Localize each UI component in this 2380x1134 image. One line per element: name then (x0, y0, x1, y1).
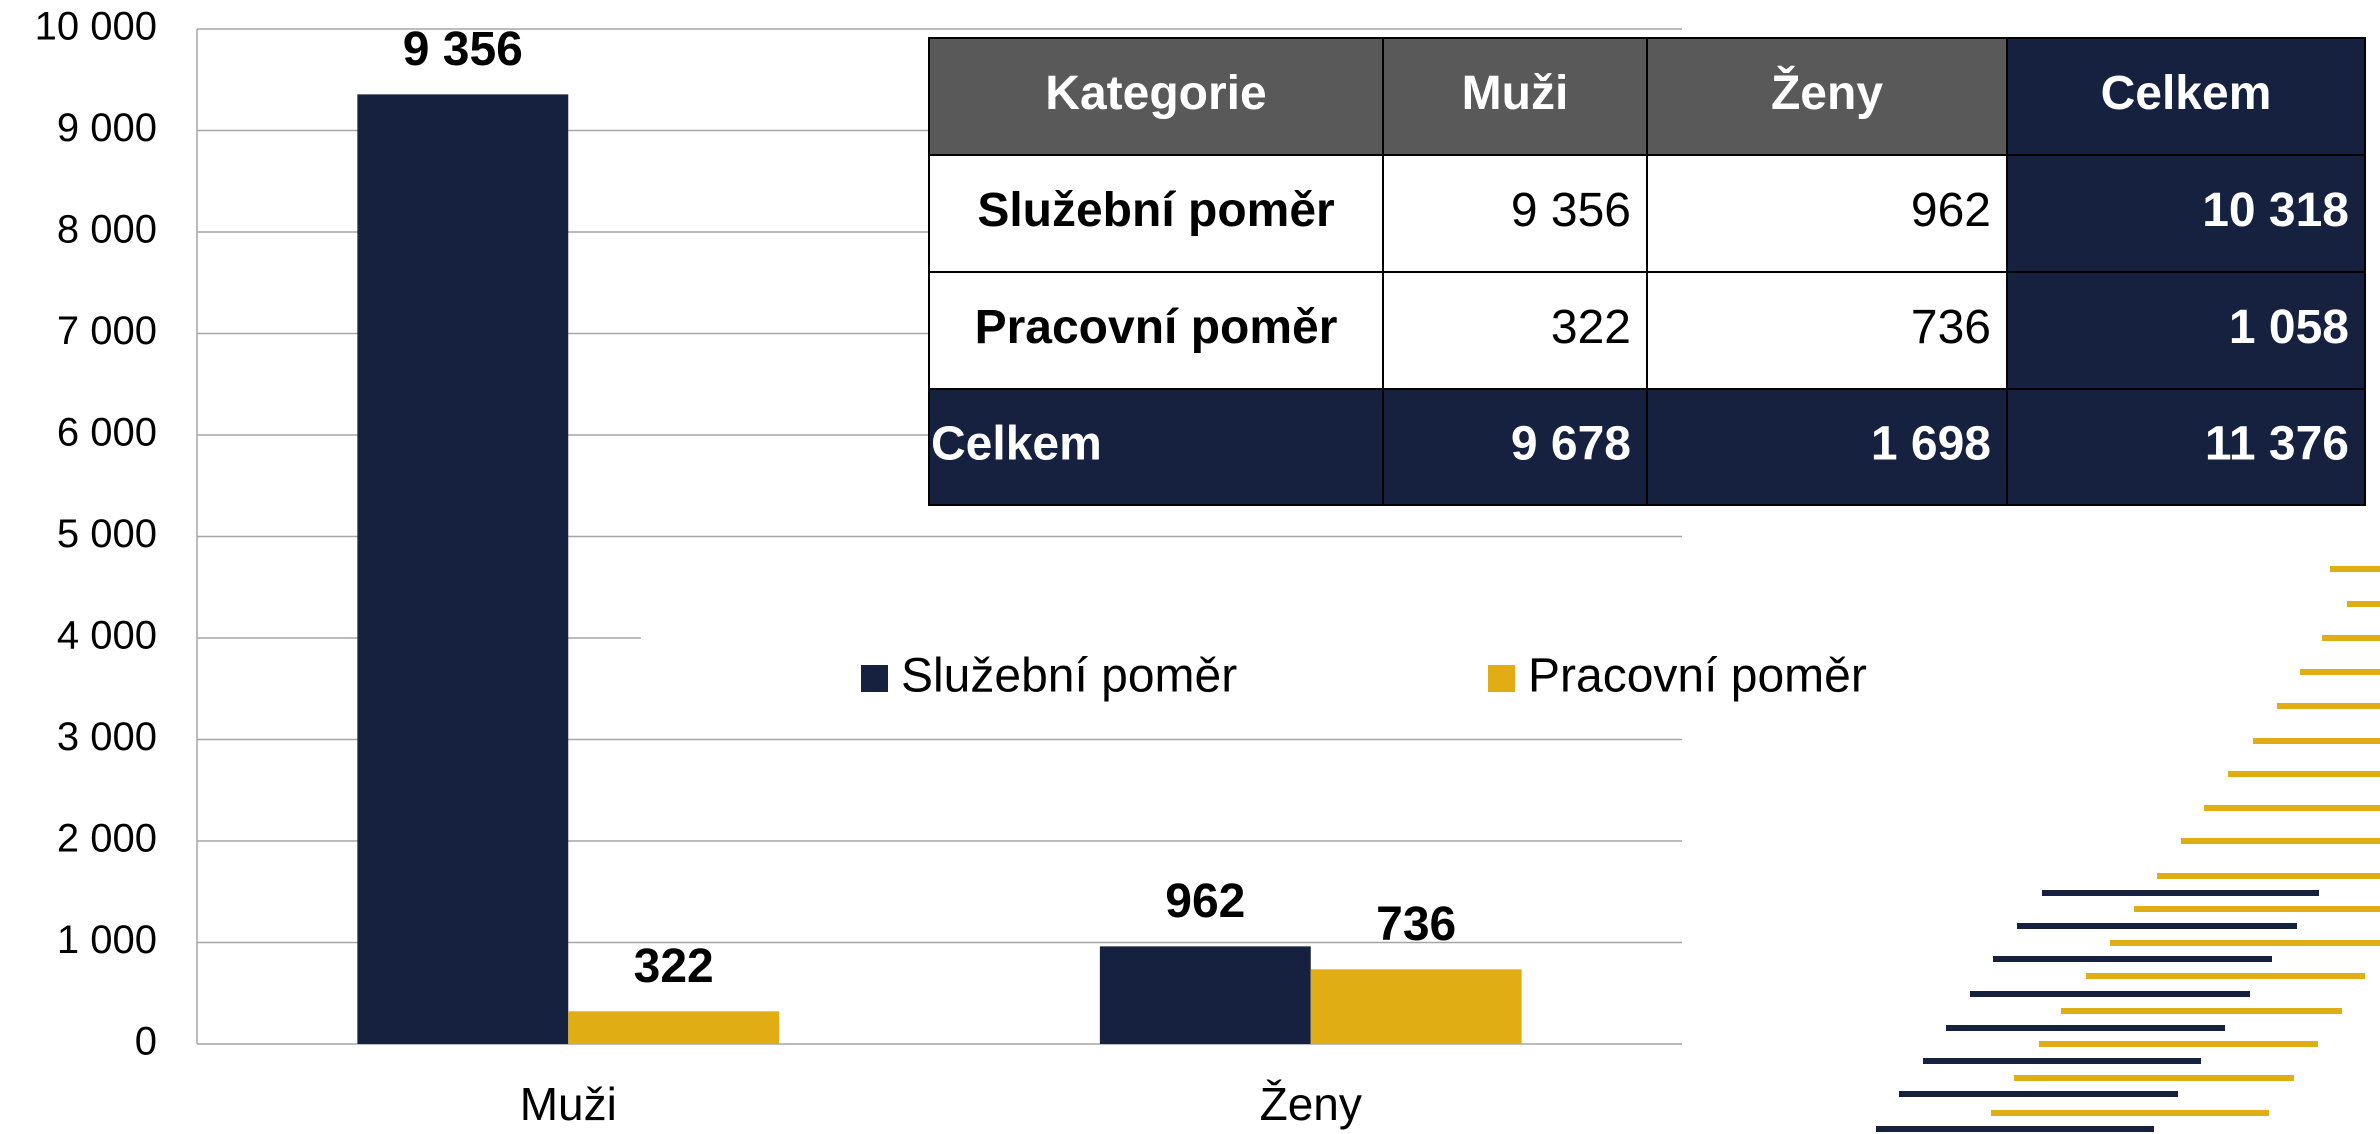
y-tick-label: 4 000 (57, 614, 157, 658)
table-text: 1 058 (2229, 301, 2349, 354)
table-cell (1382, 154, 1648, 273)
table-cell (1646, 37, 2008, 156)
y-tick-label: 3 000 (57, 715, 157, 759)
table-cell (1382, 271, 1648, 390)
y-tick-label: 8 000 (57, 208, 157, 252)
y-tick-label: 10 000 (35, 5, 157, 49)
y-tick-label: 5 000 (57, 512, 157, 556)
y-tick-label: 0 (135, 1020, 157, 1064)
table-text: 1 698 (1871, 418, 1991, 471)
table-cell (928, 154, 1384, 273)
table-text: Služební poměr (977, 184, 1334, 237)
y-tick-label: 9 000 (57, 106, 157, 150)
x-tick-label: Ženy (1260, 1078, 1362, 1130)
bar (568, 1011, 780, 1044)
legend-background (641, 610, 1682, 710)
bar (1099, 946, 1311, 1044)
table-cell (2006, 37, 2366, 156)
table-header: Kategorie (1045, 67, 1266, 120)
data-label: 322 (634, 940, 714, 993)
legend-swatch (1488, 665, 1515, 692)
table-cell (1382, 388, 1648, 506)
table-text: 322 (1551, 301, 1631, 354)
table-cell (928, 388, 1384, 506)
table-header: Muži (1462, 67, 1569, 120)
decoration-stripes (1876, 566, 2380, 1132)
x-tick-label: Muži (520, 1078, 617, 1130)
data-label: 962 (1165, 875, 1245, 928)
table-cell (1382, 37, 1648, 156)
table-text: 962 (1911, 184, 1991, 237)
table-text: 10 318 (2202, 184, 2349, 237)
legend-label: Služební poměr (901, 650, 1237, 703)
table-text: 736 (1911, 301, 1991, 354)
table-header: Celkem (2101, 67, 2272, 120)
table-text: Pracovní poměr (975, 301, 1338, 354)
y-tick-label: 7 000 (57, 309, 157, 353)
table-text: 9 356 (1511, 184, 1631, 237)
y-tick-label: 2 000 (57, 817, 157, 861)
table-cell (928, 271, 1384, 390)
legend-swatch (861, 665, 888, 692)
table-text: 11 376 (2205, 418, 2349, 471)
summary-table: Kategorie Muži Ženy Celkem Služební poměr 9 3… (928, 37, 2366, 506)
data-label: 736 (1376, 898, 1456, 951)
table-text: Celkem (931, 418, 1102, 471)
table-cell (928, 37, 1384, 156)
table-cell (1646, 388, 2008, 506)
legend-label: Pracovní poměr (1528, 650, 1867, 703)
table-text: 9 678 (1511, 418, 1631, 471)
table-header: Ženy (1771, 65, 1883, 120)
table-cell (2006, 388, 2366, 506)
bar (357, 94, 569, 1045)
bar (1310, 969, 1522, 1044)
data-label: 9 356 (403, 23, 523, 76)
y-tick-label: 1 000 (57, 918, 157, 962)
y-tick-label: 6 000 (57, 411, 157, 455)
